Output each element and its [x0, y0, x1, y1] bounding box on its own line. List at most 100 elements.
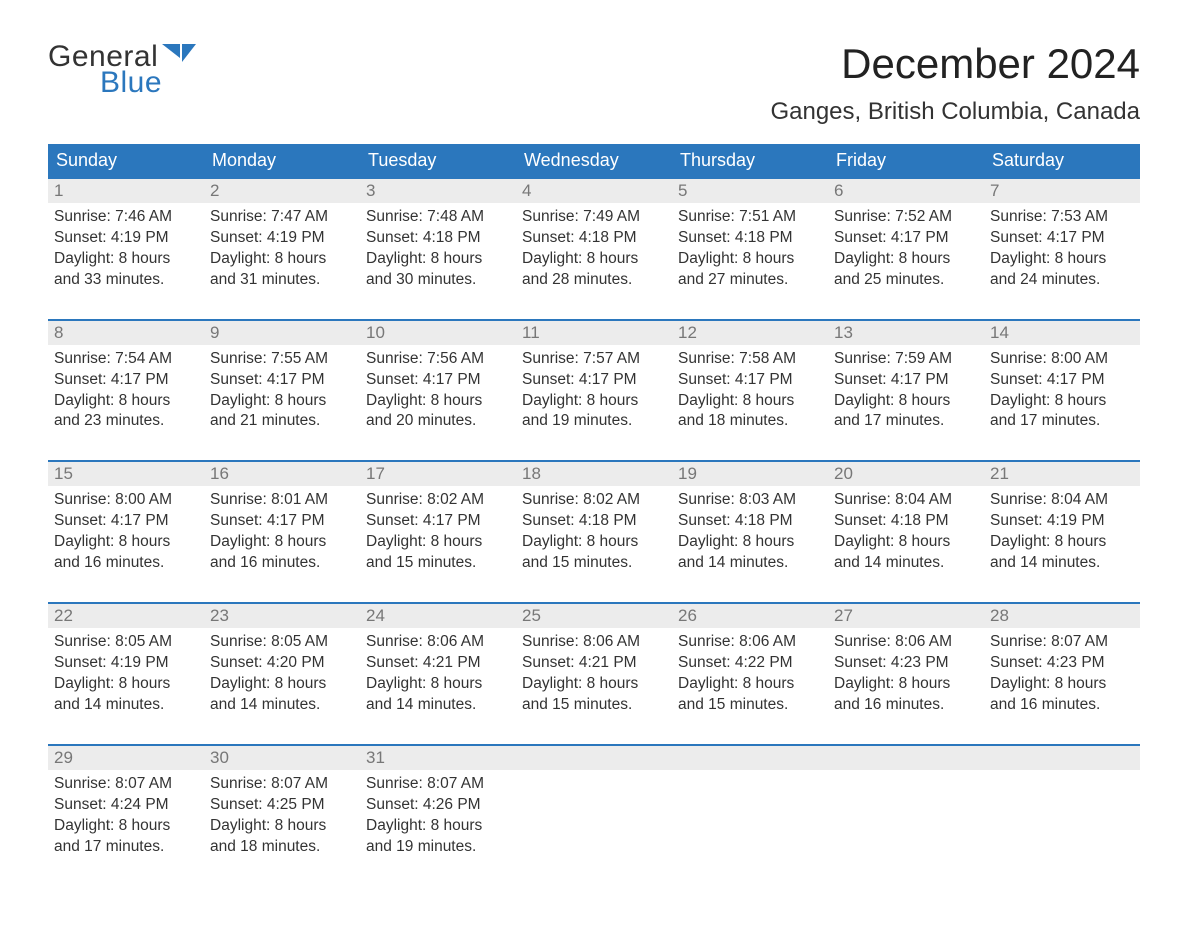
day-cell: Sunrise: 8:00 AMSunset: 4:17 PMDaylight:… [48, 486, 204, 574]
sunrise-text: Sunrise: 8:07 AM [366, 774, 510, 795]
daylight-text: Daylight: 8 hours and 14 minutes. [990, 532, 1134, 574]
day-number: 22 [48, 604, 204, 628]
brand-word2: Blue [100, 66, 162, 100]
sunrise-text: Sunrise: 8:07 AM [990, 632, 1134, 653]
sunset-text: Sunset: 4:21 PM [522, 653, 666, 674]
day-number: 19 [672, 462, 828, 486]
month-title: December 2024 [770, 40, 1140, 88]
daylight-text: Daylight: 8 hours and 15 minutes. [522, 532, 666, 574]
sunrise-text: Sunrise: 8:05 AM [54, 632, 198, 653]
sunset-text: Sunset: 4:19 PM [990, 511, 1134, 532]
day-number: 27 [828, 604, 984, 628]
day-number: 24 [360, 604, 516, 628]
sunset-text: Sunset: 4:20 PM [210, 653, 354, 674]
day-cell [984, 770, 1140, 858]
day-cell: Sunrise: 7:48 AMSunset: 4:18 PMDaylight:… [360, 203, 516, 291]
sunrise-text: Sunrise: 7:54 AM [54, 349, 198, 370]
daylight-text: Daylight: 8 hours and 18 minutes. [210, 816, 354, 858]
day-cell: Sunrise: 7:59 AMSunset: 4:17 PMDaylight:… [828, 345, 984, 433]
day-header: Friday [828, 144, 984, 177]
day-number-row: 891011121314 [48, 321, 1140, 345]
calendar-week: 891011121314 Sunrise: 7:54 AM Sunset: 4:17… [48, 319, 1140, 461]
sunrise-text: Sunrise: 7:57 AM [522, 349, 666, 370]
day-number [984, 746, 1140, 770]
day-header: Thursday [672, 144, 828, 177]
sunrise-text: Sunrise: 7:56 AM [366, 349, 510, 370]
day-number: 1 [48, 179, 204, 203]
day-number: 26 [672, 604, 828, 628]
day-cell: Sunrise: 8:01 AMSunset: 4:17 PMDaylight:… [204, 486, 360, 574]
day-number: 3 [360, 179, 516, 203]
sunset-text: Sunset: 4:25 PM [210, 795, 354, 816]
day-number: 11 [516, 321, 672, 345]
sunrise-text: Sunrise: 8:00 AM [990, 349, 1134, 370]
flag-icon [162, 44, 196, 66]
day-cell: Sunrise: 8:05 AMSunset: 4:20 PMDaylight:… [204, 628, 360, 716]
day-cell: Sunrise: 8:03 AMSunset: 4:18 PMDaylight:… [672, 486, 828, 574]
day-number: 2 [204, 179, 360, 203]
sunrise-text: Sunrise: 8:01 AM [210, 490, 354, 511]
sunset-text: Sunset: 4:17 PM [834, 370, 978, 391]
day-cell: Sunrise: 7:51 AMSunset: 4:18 PMDaylight:… [672, 203, 828, 291]
day-header: Wednesday [516, 144, 672, 177]
sunrise-text: Sunrise: 7:52 AM [834, 207, 978, 228]
day-data-row: Sunrise: 7:54 AMSunset: 4:17 PMDaylight:… [48, 345, 1140, 461]
day-number: 31 [360, 746, 516, 770]
day-cell: Sunrise: 8:06 AMSunset: 4:22 PMDaylight:… [672, 628, 828, 716]
sunset-text: Sunset: 4:26 PM [366, 795, 510, 816]
day-number: 9 [204, 321, 360, 345]
daylight-text: Daylight: 8 hours and 17 minutes. [54, 816, 198, 858]
sunset-text: Sunset: 4:17 PM [522, 370, 666, 391]
day-cell: Sunrise: 7:56 AMSunset: 4:17 PMDaylight:… [360, 345, 516, 433]
day-number: 6 [828, 179, 984, 203]
sunrise-text: Sunrise: 8:04 AM [990, 490, 1134, 511]
daylight-text: Daylight: 8 hours and 25 minutes. [834, 249, 978, 291]
day-cell: Sunrise: 8:07 AMSunset: 4:25 PMDaylight:… [204, 770, 360, 858]
daylight-text: Daylight: 8 hours and 19 minutes. [522, 391, 666, 433]
day-number: 13 [828, 321, 984, 345]
brand-logo: General Blue [48, 40, 196, 100]
daylight-text: Daylight: 8 hours and 16 minutes. [834, 674, 978, 716]
day-cell: Sunrise: 8:04 AMSunset: 4:19 PMDaylight:… [984, 486, 1140, 574]
weeks-container: 1234567Sunrise: 7:46 AMSunset: 4:19 PMDa… [48, 177, 1140, 885]
daylight-text: Daylight: 8 hours and 16 minutes. [210, 532, 354, 574]
day-cell: Sunrise: 7:52 AMSunset: 4:17 PMDaylight:… [828, 203, 984, 291]
daylight-text: Daylight: 8 hours and 33 minutes. [54, 249, 198, 291]
sunrise-text: Sunrise: 8:02 AM [522, 490, 666, 511]
sunset-text: Sunset: 4:17 PM [366, 370, 510, 391]
day-number: 25 [516, 604, 672, 628]
sunrise-text: Sunrise: 7:51 AM [678, 207, 822, 228]
header-bar: General Blue December 2024 Ganges, Briti… [48, 40, 1140, 126]
sunrise-text: Sunrise: 7:48 AM [366, 207, 510, 228]
day-cell: Sunrise: 7:58 AMSunset: 4:17 PMDaylight:… [672, 345, 828, 433]
calendar-week: 15161718192021Sunrise: 8:00 AMSunset: 4:… [48, 460, 1140, 602]
daylight-text: Daylight: 8 hours and 31 minutes. [210, 249, 354, 291]
day-number: 30 [204, 746, 360, 770]
sunset-text: Sunset: 4:17 PM [366, 511, 510, 532]
day-cell: Sunrise: 8:07 AMSunset: 4:23 PMDaylight:… [984, 628, 1140, 716]
day-cell [516, 770, 672, 858]
day-number: 16 [204, 462, 360, 486]
sunrise-text: Sunrise: 7:53 AM [990, 207, 1134, 228]
day-number: 15 [48, 462, 204, 486]
sunset-text: Sunset: 4:18 PM [678, 511, 822, 532]
day-cell: Sunrise: 7:49 AMSunset: 4:18 PMDaylight:… [516, 203, 672, 291]
day-cell: Sunrise: 8:07 AMSunset: 4:24 PMDaylight:… [48, 770, 204, 858]
sunrise-text: Sunrise: 8:06 AM [834, 632, 978, 653]
day-number: 5 [672, 179, 828, 203]
sunrise-text: Sunrise: 8:07 AM [54, 774, 198, 795]
daylight-text: Daylight: 8 hours and 14 minutes. [366, 674, 510, 716]
day-number: 14 [984, 321, 1140, 345]
day-number: 8 [48, 321, 204, 345]
daylight-text: Daylight: 8 hours and 23 minutes. [54, 391, 198, 433]
day-cell: Sunrise: 8:06 AMSunset: 4:23 PMDaylight:… [828, 628, 984, 716]
day-number: 23 [204, 604, 360, 628]
sunset-text: Sunset: 4:18 PM [522, 228, 666, 249]
day-number-row: 293031 [48, 746, 1140, 770]
day-header: Saturday [984, 144, 1140, 177]
daylight-text: Daylight: 8 hours and 17 minutes. [834, 391, 978, 433]
calendar-grid: SundayMondayTuesdayWednesdayThursdayFrid… [48, 144, 1140, 885]
day-cell: Sunrise: 8:07 AMSunset: 4:26 PMDaylight:… [360, 770, 516, 858]
day-cell [672, 770, 828, 858]
sunrise-text: Sunrise: 8:06 AM [678, 632, 822, 653]
